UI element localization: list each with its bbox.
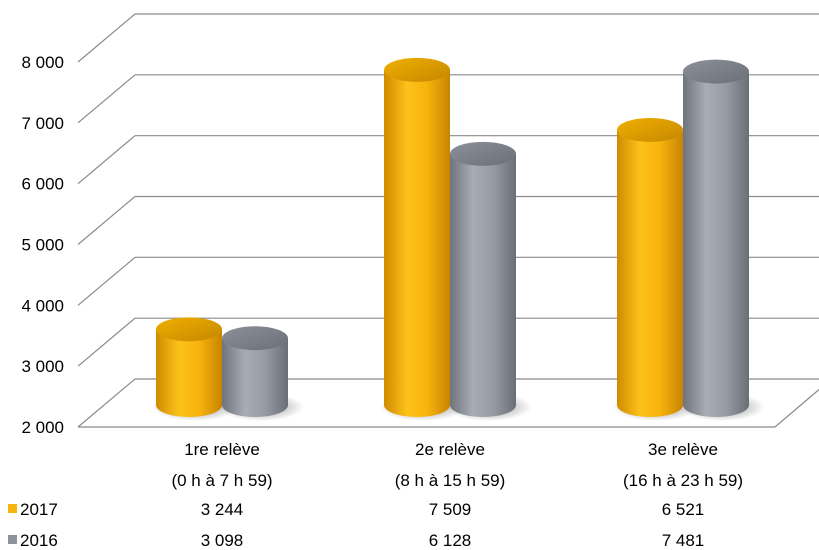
y-tick-label: 7 000 — [21, 114, 64, 133]
category-sublabel: (16 h à 23 h 59) — [623, 471, 743, 490]
bar-top — [617, 117, 683, 142]
data-label: 6 128 — [429, 531, 472, 550]
bar-top — [683, 59, 749, 84]
bar-top — [156, 317, 222, 342]
legend-swatch-2016 — [8, 535, 17, 544]
bar-2016-2 — [446, 141, 532, 421]
bar-2017-1 — [152, 317, 238, 421]
bar-2017-2 — [380, 57, 466, 421]
axis-labels: 2 000 3 000 4 000 5 000 6 000 7 000 8 000 1re r… — [21, 53, 743, 490]
data-label: 3 244 — [201, 500, 244, 519]
gridline-depth — [77, 13, 136, 63]
bar-2016-1 — [218, 326, 304, 421]
legend-label: 2016 — [20, 531, 58, 550]
data-label: 6 521 — [662, 500, 705, 519]
gridline-depth — [77, 135, 136, 185]
y-tick-label: 6 000 — [21, 175, 64, 194]
gridline-depth — [77, 196, 136, 245]
bar-top — [222, 326, 288, 351]
data-label: 7 509 — [429, 500, 472, 519]
category-label: 2e relève — [415, 440, 485, 459]
category-sublabel: (0 h à 7 h 59) — [171, 471, 272, 490]
bar-body — [222, 338, 288, 417]
data-label: 7 481 — [662, 531, 705, 550]
legend-swatch-2017 — [8, 504, 17, 513]
bars — [152, 57, 765, 421]
bar-top — [384, 57, 450, 82]
bar-top — [450, 141, 516, 166]
y-tick-label: 2 000 — [21, 418, 64, 437]
bar-body — [617, 129, 683, 417]
y-tick-label: 4 000 — [21, 296, 64, 315]
bar-body — [156, 329, 222, 417]
bar-body — [384, 69, 450, 417]
gridline-depth — [77, 256, 136, 306]
gridline-depth — [77, 74, 136, 124]
legend-label: 2017 — [20, 500, 58, 519]
gridline-depth — [77, 378, 136, 428]
y-tick-label: 5 000 — [21, 236, 64, 255]
category-label: 3e relève — [648, 440, 718, 459]
bar-body — [683, 71, 749, 417]
floor-right-edge — [774, 388, 819, 428]
y-tick-label: 3 000 — [21, 357, 64, 376]
gridline-depth — [77, 317, 136, 367]
category-label: 1re relève — [184, 440, 260, 459]
category-sublabel: (8 h à 15 h 59) — [395, 471, 506, 490]
data-label: 3 098 — [201, 531, 244, 550]
bar-2016-3 — [679, 59, 765, 421]
bar-body — [450, 153, 516, 417]
y-tick-label: 8 000 — [21, 53, 64, 72]
data-table: 2017 3 244 7 509 6 521 2016 3 098 6 128 7 481 — [8, 500, 704, 550]
bar-2017-3 — [613, 117, 699, 421]
